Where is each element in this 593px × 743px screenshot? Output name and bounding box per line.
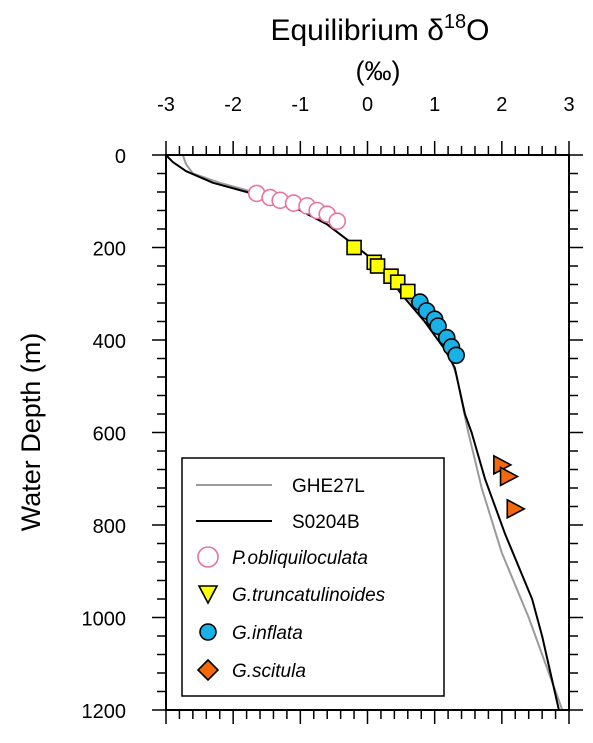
- y-tick-label: 0: [115, 146, 126, 168]
- legend-swatch-g-truncatulinoides: [197, 585, 219, 605]
- x-tick-label: -2: [224, 94, 242, 116]
- legend-label-g-inflata: G.inflata: [232, 623, 303, 644]
- y-axis-label: Water Depth (m): [16, 333, 46, 532]
- y-tick-label: 800: [93, 516, 126, 538]
- x-tick-label: -3: [157, 94, 175, 116]
- legend-swatch-g-scitula: [196, 658, 220, 682]
- legend: GHE27L S0204B P.obliquiloculata G.truncatul…: [181, 457, 445, 697]
- chart-title: Equilibrium δ18O: [270, 11, 489, 47]
- x-axis-label: (‰): [356, 56, 401, 86]
- point-g-truncatulinoides: [399, 283, 416, 300]
- legend-label-s0204b: S0204B: [292, 512, 360, 533]
- y-tick-label: 200: [93, 239, 126, 261]
- point-g-scitula: [499, 466, 520, 487]
- legend-box: [181, 457, 445, 697]
- y-tick-labels: 0 200 400 600 800 1000 1200: [82, 146, 127, 723]
- legend-swatch-g-inflata: [199, 623, 217, 641]
- legend-label-g-scitula: G.scitula: [232, 661, 306, 682]
- x-tick-label: 2: [496, 94, 507, 116]
- point-g-inflata: [429, 317, 447, 335]
- point-g-scitula: [506, 498, 526, 520]
- x-tick-labels: -3 -2 -1 0 1 2 3: [157, 94, 574, 116]
- point-p-obliquiloculata: [328, 212, 347, 230]
- y-tick-label: 400: [93, 331, 126, 353]
- legend-label-ghe27l: GHE27L: [292, 476, 365, 497]
- x-tick-label: 0: [362, 94, 373, 116]
- point-g-truncatulinoides: [346, 239, 362, 256]
- point-g-truncatulinoides: [369, 258, 386, 274]
- line-s0204b: [165, 154, 560, 711]
- x-tick-label: 3: [563, 94, 574, 116]
- chart-title-main: Equilibrium δ: [270, 14, 443, 47]
- data-markers: [247, 184, 526, 520]
- chart-title-superscript: 18: [444, 11, 466, 33]
- y-tick-label: 1200: [82, 701, 127, 723]
- plot-frame: [165, 154, 570, 711]
- legend-swatch-p-obliquiloculata: [197, 546, 219, 568]
- legend-items: GHE27L S0204B P.obliquiloculata G.truncatul…: [196, 476, 386, 682]
- chart-title-suffix: O: [466, 14, 489, 47]
- y-tick-label: 600: [93, 424, 126, 446]
- axis-ticks: [152, 141, 583, 724]
- y-tick-label: 1000: [82, 609, 127, 631]
- point-g-inflata: [447, 346, 465, 365]
- x-tick-label: 1: [429, 94, 440, 116]
- legend-label-g-truncatulinoides: G.truncatulinoides: [232, 585, 386, 606]
- legend-label-p-obliquiloculata: P.obliquiloculata: [232, 548, 368, 569]
- x-tick-label: -1: [291, 94, 309, 116]
